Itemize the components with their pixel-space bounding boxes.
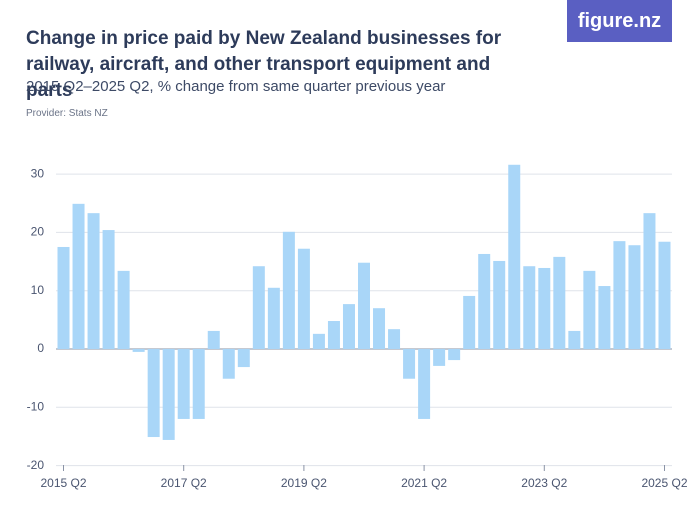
bar [162,349,175,440]
bar [132,349,145,352]
bar [598,286,611,349]
bar [403,349,416,379]
bar [177,349,190,419]
bar [267,287,280,349]
bar [538,267,551,349]
x-tick-label: 2017 Q2 [161,476,207,490]
bar [583,270,596,349]
bar [117,270,130,349]
bar [312,333,325,349]
bar [658,241,671,349]
bar [237,349,250,368]
bar [418,349,431,419]
y-tick-label: -10 [27,399,45,413]
bar [192,349,205,419]
x-tick-label: 2021 Q2 [401,476,447,490]
y-tick-label: 30 [31,166,45,180]
bar [448,349,461,361]
bar [523,266,536,349]
chart-subtitle: 2015 Q2–2025 Q2, % change from same quar… [26,78,446,95]
bar [358,262,370,349]
bar [613,241,626,349]
bar [568,330,581,349]
bar [478,253,491,349]
bar [297,248,310,349]
x-tick-label: 2025 Q2 [641,476,687,490]
bar [493,260,506,349]
y-tick-label: 10 [31,283,45,297]
bar [508,164,521,349]
bar [72,203,85,349]
bar [327,321,340,349]
bar [628,245,641,349]
x-tick-label: 2023 Q2 [521,476,567,490]
bar [87,213,100,349]
bar [342,304,355,349]
bar [102,230,115,349]
bar [553,256,566,349]
bar [147,349,160,438]
bar [433,349,446,366]
bar [252,266,265,349]
bar [463,295,476,349]
bar [222,349,235,379]
bar [282,231,295,349]
y-tick-label: -20 [27,458,45,472]
y-tick-label: 0 [37,341,44,355]
bar [373,308,386,349]
y-tick-label: 20 [31,225,45,239]
provider: Provider: Stats NZ [26,108,108,119]
bar [57,246,70,349]
logo[interactable]: figure.nz [567,0,672,42]
bar [643,213,656,349]
bar [207,330,220,349]
x-tick-label: 2015 Q2 [40,476,86,490]
chart-title: Change in price paid by New Zealand busi… [26,28,502,101]
bar [388,329,401,349]
x-tick-label: 2019 Q2 [281,476,327,490]
